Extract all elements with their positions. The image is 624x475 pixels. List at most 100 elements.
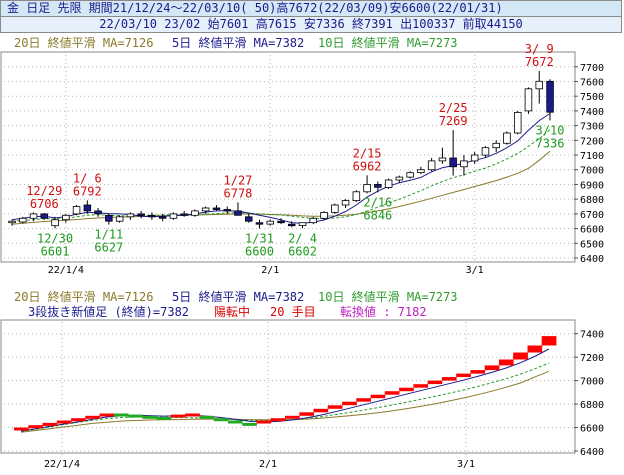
high-label-1/27: 1/27: [224, 173, 253, 187]
high-label-12/29: 12/29: [26, 184, 62, 198]
ytick-7500: 7500: [580, 92, 604, 103]
xtick-22/1/4: 22/1/4: [48, 265, 84, 276]
candle-22/01/28: [244, 216, 253, 222]
renko-bar-8: [128, 414, 143, 418]
candle-x-axis: 22/1/4 2/1 3/1: [48, 265, 484, 276]
candle-22/02/01: [266, 220, 274, 225]
candle-22/01/17: [148, 214, 156, 218]
ytick-7300: 7300: [580, 122, 604, 133]
candle-22/01/05: [72, 206, 81, 215]
renko-bar-28: [413, 384, 429, 388]
high-label-3/ 9: 3/ 9: [525, 42, 554, 56]
renko-bar-21: [313, 408, 329, 413]
candle-22/01/20: [180, 213, 188, 216]
candle-22/01/14: [137, 213, 145, 216]
header-line-1: 金 日足 先限 期間21/12/24～22/03/10( 50)高7672(22…: [0, 0, 622, 17]
candle-22/01/11: [105, 214, 113, 222]
candle-22/01/24: [201, 207, 210, 212]
candle-22/03/04: [503, 132, 511, 144]
xtick-3/1: 3/1: [466, 265, 484, 276]
renko-bar-32: [470, 370, 486, 374]
renko-xtick-22/1/4: 22/1/4: [44, 459, 80, 470]
candle-grid: [4, 55, 575, 262]
low-value-12/30: 6601: [41, 244, 70, 258]
candle-22/02/10: [341, 200, 350, 206]
candle-22/02/28: [460, 160, 468, 168]
low-label-1/11: 1/11: [94, 228, 123, 242]
renko-legend-ma20: 20日 終値平滑 MA=7126: [14, 289, 153, 304]
renko-bar-37: [541, 336, 557, 346]
renko-bar-23: [342, 401, 357, 406]
candle-22/01/27: [234, 210, 242, 216]
candle-22/03/02: [481, 147, 490, 156]
ytick-6500: 6500: [580, 239, 604, 250]
low-label-2/16: 2/16: [363, 195, 392, 209]
legend-ma20: 20日 終値平滑 MA=7126: [14, 35, 153, 50]
renko-bar-4: [71, 418, 86, 422]
high-label-2/15: 2/15: [353, 146, 382, 160]
candle-22/03/08: [524, 88, 533, 112]
renko-bar-6: [99, 413, 115, 417]
header-line-2: 22/03/10 23/02 始7601 高7615 安7336 終7391 出…: [0, 16, 622, 33]
renko-grid: [4, 322, 575, 455]
ma20-line: [11, 150, 551, 225]
candle-22/03/07: [514, 112, 522, 134]
high-value-2/25: 7269: [439, 114, 468, 128]
high-value-2/15: 6962: [353, 159, 382, 173]
candle-22/01/04: [62, 214, 70, 221]
low-label-12/30: 12/30: [37, 231, 73, 245]
renko-y-axis: 6400 6600 6800 7000 7200 7400: [574, 330, 604, 458]
candle-22/02/23: [427, 160, 436, 171]
legend-ma10: 10日 終値平滑 MA=7273: [318, 35, 457, 50]
low-value-3/10: 7336: [536, 136, 565, 150]
candle-21/12/29: [40, 213, 49, 219]
candle-22/02/14: [352, 191, 361, 202]
candle-22/03/10: [546, 80, 554, 113]
candle-21/12/28: [29, 213, 38, 219]
renko-legend-ma5: 5日 終値平滑 MA=7382: [172, 289, 304, 304]
ytick-6800: 6800: [580, 195, 604, 206]
renko-bar-24: [356, 398, 371, 402]
renko-panel-frame: [0, 319, 576, 454]
renko-bar-20: [299, 412, 314, 416]
ytick-7700: 7700: [580, 63, 604, 74]
candle-ma-lines: [11, 113, 551, 225]
ytick-7100: 7100: [580, 151, 604, 162]
renko-bar-2: [42, 422, 58, 426]
renko-bar-11: [170, 414, 186, 418]
candle-22/01/31: [255, 222, 264, 225]
ytick-7200: 7200: [580, 136, 604, 147]
renko-legend-ma10: 10日 終値平滑 MA=7273: [318, 289, 457, 304]
renko-bar-27: [399, 387, 414, 392]
renko-bar-12: [185, 413, 200, 417]
candle-22/02/25: [449, 157, 457, 168]
ytick-7400: 7400: [580, 107, 604, 118]
renko-bar-17: [256, 420, 272, 424]
candle-22/02/15: [363, 183, 371, 193]
renko-bar-18: [270, 418, 286, 422]
candle-22/03/03: [492, 142, 500, 149]
high-label-2/25: 2/25: [439, 101, 468, 115]
low-value-1/11: 6627: [94, 241, 123, 255]
high-label-1/ 6: 1/ 6: [73, 171, 102, 185]
low-value-2/ 4: 6602: [288, 244, 317, 258]
low-label-2/ 4: 2/ 4: [288, 231, 317, 245]
renko-bar-16: [242, 422, 257, 426]
renko-bar-0: [14, 427, 29, 431]
ytick-7000: 7000: [580, 166, 604, 177]
candle-22/02/24: [438, 157, 447, 162]
renko-switch: 転換値 : 7182: [340, 304, 427, 319]
renko-bar-33: [484, 365, 500, 371]
ma5-line: [11, 113, 551, 224]
renko-bar-34: [498, 359, 514, 366]
renko-bar-15: [227, 420, 243, 424]
renko-x-axis: 22/1/4 2/1 3/1: [44, 459, 475, 470]
renko-bar-29: [427, 380, 443, 385]
candle-22/02/09: [331, 204, 339, 213]
candle-22/02/21: [406, 172, 414, 178]
candle-22/03/01: [470, 154, 479, 162]
renko-bar-36: [527, 345, 543, 353]
renko-ytick-6400: 6400: [580, 447, 604, 458]
renko-bar-30: [441, 377, 457, 381]
low-label-3/10: 3/10: [536, 123, 565, 137]
